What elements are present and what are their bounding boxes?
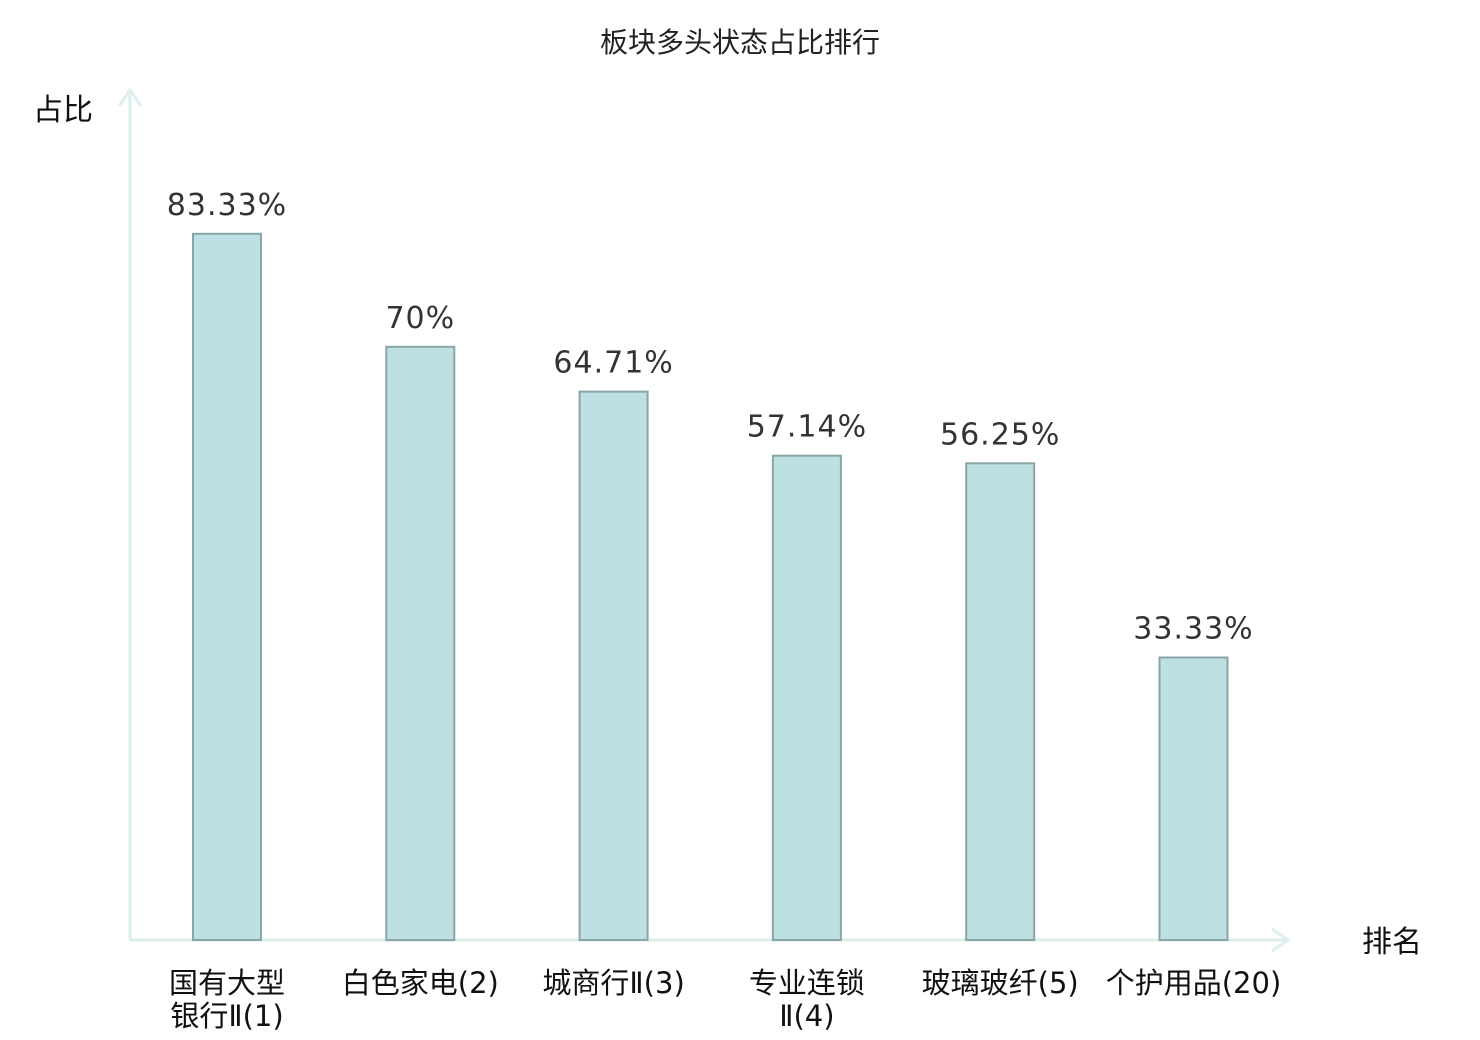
category-label-3: 城商行Ⅱ(3)	[542, 966, 684, 1000]
bar-5	[965, 462, 1036, 941]
value-label-3: 64.71%	[553, 346, 673, 381]
bar-4	[771, 454, 842, 941]
value-label-5: 56.25%	[940, 417, 1060, 452]
category-label-4-line-1: 专业连锁	[749, 966, 865, 1000]
bar-3	[578, 390, 649, 942]
value-label-1: 83.33%	[167, 188, 287, 223]
x-axis-arrow	[1271, 927, 1291, 953]
category-label-1-line-1: 国有大型	[169, 966, 285, 1000]
category-label-5: 玻璃玻纤(5)	[922, 966, 1079, 1000]
y-axis-arrow	[117, 87, 143, 107]
category-label-6: 个护用品(20)	[1106, 966, 1282, 1000]
category-label-2: 白色家电(2)	[342, 966, 499, 1000]
bar-2	[385, 345, 456, 942]
bar-6	[1158, 656, 1229, 941]
y-axis-label: 占比	[33, 93, 93, 128]
value-label-4: 57.14%	[747, 410, 867, 445]
category-label-4-line-2: Ⅱ(4)	[779, 999, 834, 1033]
bar-1	[192, 232, 262, 942]
axes	[117, 87, 1291, 953]
value-label-6: 33.33%	[1133, 612, 1253, 647]
chart-title: 板块多头状态占比排行	[600, 26, 880, 59]
bars-group	[192, 232, 1229, 942]
value-labels-group: 83.33% 70% 64.71% 57.14% 56.25% 33.33%	[167, 188, 1253, 647]
value-label-2: 70%	[385, 301, 455, 336]
category-label-1-line-2: 银行Ⅱ(1)	[170, 999, 283, 1033]
x-axis-label: 排名	[1362, 925, 1422, 960]
